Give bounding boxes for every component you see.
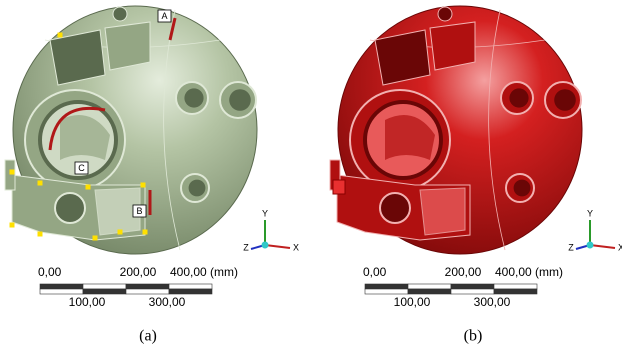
hole: [189, 180, 206, 197]
axis-label: X: [293, 242, 299, 252]
scale-label: 400,00 (mm): [495, 265, 563, 279]
axis-x: [590, 245, 615, 248]
vertex: [38, 181, 43, 186]
scale-seg: [408, 289, 451, 294]
axis-label: Z: [568, 242, 574, 252]
hole: [184, 88, 203, 107]
window: [105, 22, 150, 70]
scale-seg: [408, 284, 451, 289]
scale-label: 0,00: [363, 265, 387, 279]
vertex: [10, 170, 15, 175]
hole: [514, 180, 531, 197]
scale-seg: [169, 284, 212, 289]
scale-label: 400,00 (mm): [170, 265, 238, 279]
scale-seg: [40, 284, 83, 289]
scale-label: 100,00: [394, 295, 431, 309]
load-block: [333, 180, 345, 194]
scale-label: 100,00: [69, 295, 106, 309]
vertex: [118, 230, 123, 235]
stub: [5, 160, 15, 190]
window: [50, 30, 105, 85]
figure: A B C Y Z X 0,00 200,00 400,00 (mm) 100,00 300,00 (…: [0, 0, 622, 350]
hole: [229, 89, 251, 111]
panel: Y Z X 0,00 200,00 400,00 (mm) 100,00 300,00 (b): [330, 6, 622, 345]
scale-seg: [40, 289, 83, 294]
scale-seg: [494, 289, 537, 294]
marker-label: C: [78, 163, 85, 173]
caption: (b): [464, 328, 483, 345]
vertex: [38, 232, 43, 237]
window: [375, 30, 430, 85]
origin: [587, 242, 594, 249]
origin: [262, 242, 269, 249]
scale-label: 0,00: [38, 265, 62, 279]
axis-label: X: [618, 242, 622, 252]
axis-label: Y: [262, 208, 268, 218]
scale-seg: [126, 284, 169, 289]
bracket-plate: [420, 188, 465, 235]
scale-label: 200,00: [445, 265, 482, 279]
vertex: [141, 183, 146, 188]
axis-x: [265, 245, 290, 248]
hole: [438, 7, 452, 21]
hole: [509, 88, 528, 107]
scale-seg: [126, 289, 169, 294]
scale-seg: [365, 284, 408, 289]
marker-label: B: [136, 206, 142, 216]
axis-label: Z: [243, 242, 249, 252]
vertex: [93, 236, 98, 241]
marker-label: A: [161, 11, 167, 21]
scale-seg: [451, 289, 494, 294]
scale-seg: [83, 289, 126, 294]
vertex: [143, 230, 148, 235]
caption: (a): [139, 328, 157, 345]
hole: [554, 89, 576, 111]
bracket-hole: [380, 193, 410, 223]
scale-seg: [169, 289, 212, 294]
scale-label: 300,00: [149, 295, 186, 309]
panel: A B C Y Z X 0,00 200,00 400,00 (mm) 100,00 300,00 (…: [5, 6, 299, 345]
hole: [113, 7, 127, 21]
window: [430, 22, 475, 70]
scale-seg: [365, 289, 408, 294]
vertex: [58, 33, 63, 38]
vertex: [10, 223, 15, 228]
scale-seg: [83, 284, 126, 289]
vertex: [86, 185, 91, 190]
scale-label: 200,00: [120, 265, 157, 279]
bracket-hole: [55, 193, 85, 223]
scale-seg: [451, 284, 494, 289]
axis-label: Y: [587, 208, 593, 218]
scale-seg: [494, 284, 537, 289]
scale-label: 300,00: [474, 295, 511, 309]
